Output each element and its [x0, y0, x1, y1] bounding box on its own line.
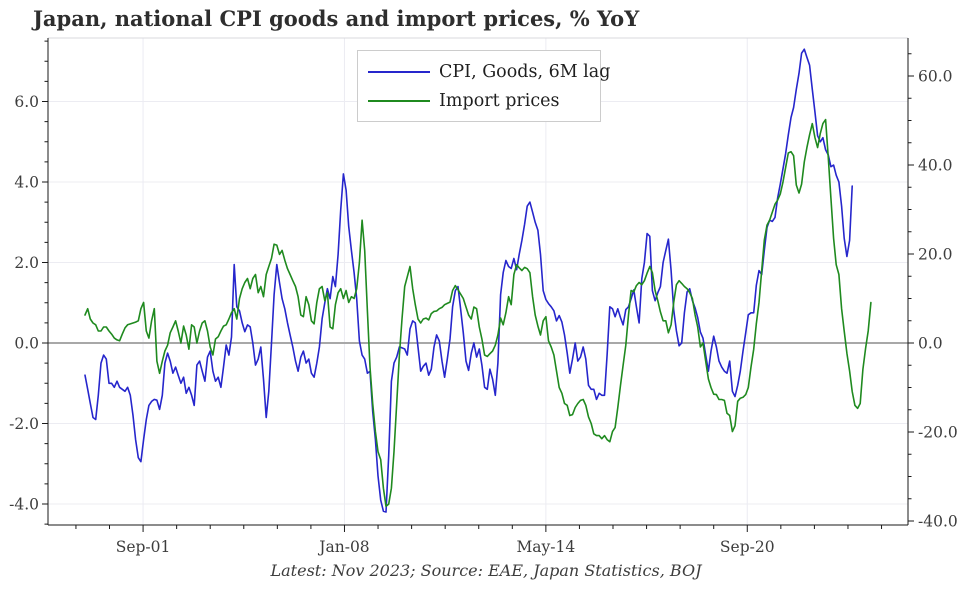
svg-text:-2.0: -2.0: [9, 415, 39, 433]
svg-text:Sep-01: Sep-01: [116, 538, 171, 556]
source-caption: Latest: Nov 2023; Source: EAE, Japan Sta…: [270, 561, 702, 580]
svg-text:Sep-20: Sep-20: [720, 538, 775, 556]
svg-text:-40.0: -40.0: [918, 513, 958, 531]
legend-swatch-cpi: [368, 70, 430, 73]
svg-text:60.0: 60.0: [918, 68, 953, 86]
svg-text:May-14: May-14: [516, 538, 575, 556]
svg-text:Jan-08: Jan-08: [317, 538, 369, 556]
legend-item: CPI, Goods, 6M lag: [368, 57, 610, 86]
legend: CPI, Goods, 6M lag Import prices: [357, 50, 610, 122]
svg-text:4.0: 4.0: [14, 174, 39, 192]
svg-text:-20.0: -20.0: [918, 424, 958, 442]
svg-text:20.0: 20.0: [918, 246, 953, 264]
svg-text:6.0: 6.0: [14, 93, 39, 111]
legend-label: Import prices: [439, 90, 560, 111]
legend-item: Import prices: [368, 86, 600, 115]
svg-text:0.0: 0.0: [14, 335, 39, 353]
legend-swatch-import: [368, 99, 430, 102]
svg-text:2.0: 2.0: [14, 254, 39, 272]
page-title: Japan, national CPI goods and import pri…: [33, 6, 640, 31]
legend-label: CPI, Goods, 6M lag: [439, 61, 611, 82]
svg-text:40.0: 40.0: [918, 157, 953, 175]
svg-text:-4.0: -4.0: [9, 496, 39, 514]
svg-text:0.0: 0.0: [918, 335, 943, 353]
